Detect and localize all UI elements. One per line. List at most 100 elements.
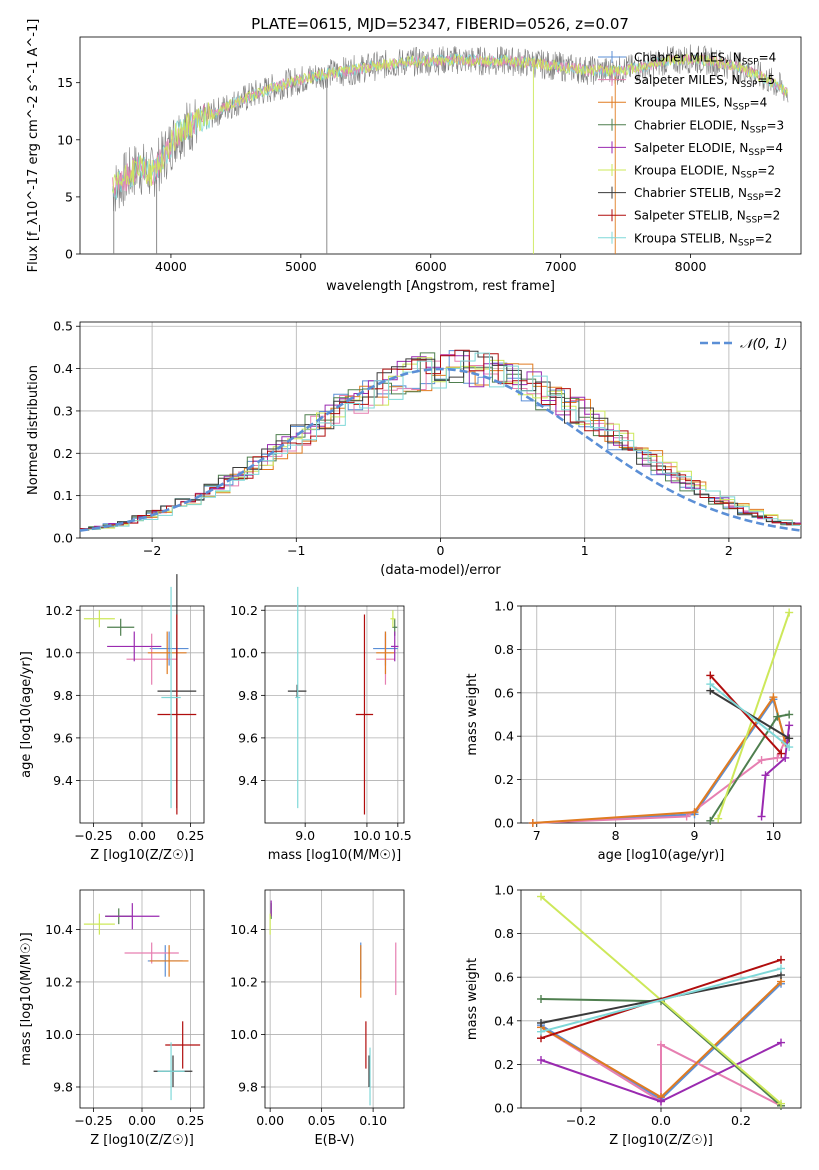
panel-residuals: −2 −1 0 1 2 0.0 0.1 0.2 0.3 0.4 0.5 (data-model)/er…	[26, 319, 802, 578]
weight-line	[532, 696, 787, 824]
legend-count: =2	[755, 231, 773, 245]
y-axis-label: Normed distribution	[26, 365, 41, 495]
y-tick-label: 10.0	[45, 1027, 73, 1042]
y-tick-label: 0.4	[494, 729, 514, 744]
legend-subscript: SSP	[742, 58, 759, 68]
x-tick-label: 7	[533, 828, 541, 843]
y-tick-label: 0.0	[494, 1101, 514, 1116]
legend-label: Kroupa MILES, NSSP=4	[634, 96, 767, 113]
x-tick-label: 0.00	[128, 828, 156, 843]
normal-curve	[79, 367, 802, 532]
y-tick-label: 0.8	[494, 642, 514, 657]
x-tick-label: 7000	[545, 259, 577, 274]
axes-frame	[79, 605, 205, 824]
y-tick-label: 9.8	[53, 688, 73, 703]
data-spectrum-line	[112, 44, 789, 212]
model-spectrum-line	[112, 52, 788, 194]
y-tick-label: 10.2	[230, 603, 258, 618]
x-tick-label: 0.00	[256, 1113, 284, 1128]
axes-frame	[264, 605, 405, 824]
y-tick-label: 9.8	[238, 688, 258, 703]
y-axis-label: mass [log10(M/M☉)]	[19, 932, 34, 1065]
axes-frame	[520, 605, 802, 824]
y-tick-label: 0.6	[494, 970, 514, 985]
x-tick-label: 8	[612, 828, 620, 843]
panel-age-vs-Z: −0.25 0.00 0.25 9.4 9.6 9.8 10.0 10.2 Z [log10(Z…	[19, 574, 205, 863]
x-axis-label: (data-model)/error	[380, 563, 501, 578]
y-tick-label: 10.2	[45, 603, 73, 618]
y-tick-label: 10.0	[45, 645, 73, 660]
legend-subscript: SSP	[741, 80, 758, 90]
axes-frame	[79, 321, 802, 539]
panel-weight-vs-Z: −0.2 0.0 0.2 0.0 0.2 0.4 0.6 0.8 1.0 Z [log10(Z/Z…	[465, 883, 802, 1148]
y-tick-label: 9.6	[238, 730, 258, 745]
y-tick-label: 10.0	[230, 1027, 258, 1042]
weight-line	[540, 1026, 782, 1107]
x-tick-label: 0.25	[177, 1113, 205, 1128]
x-tick-label: 0.05	[308, 1113, 336, 1128]
x-tick-label: 10.5	[384, 828, 412, 843]
weight-line	[717, 612, 791, 820]
y-tick-label: 10.4	[45, 922, 73, 937]
x-tick-label: −0.2	[566, 1113, 596, 1128]
x-tick-label: 0	[437, 543, 445, 558]
x-tick-label: −0.25	[74, 1113, 112, 1128]
legend-subscript: SSP	[733, 103, 750, 113]
x-tick-label: 6000	[415, 259, 447, 274]
legend-count: =2	[763, 209, 781, 223]
x-tick-label: 4000	[155, 259, 187, 274]
legend-count: =4	[750, 96, 768, 110]
legend-count: =3	[766, 118, 784, 132]
x-tick-label: −1	[287, 543, 305, 558]
y-axis-label: Flux [f_λ10^-17 erg cm^-2 s^-1 A^-1]	[26, 19, 41, 273]
x-tick-label: 8000	[675, 259, 707, 274]
panel-weight-vs-age: 7 8 9 10 0.0 0.2 0.4 0.6 0.8 1.0 age [log10(age/yr…	[465, 599, 802, 863]
y-tick-label: 10	[57, 132, 73, 147]
x-tick-label: 1	[581, 543, 589, 558]
axes-frame	[79, 36, 802, 255]
histogram-step	[80, 349, 801, 530]
weight-line	[532, 694, 787, 824]
y-tick-label: 0.4	[494, 1013, 514, 1028]
weight-line	[709, 683, 790, 748]
histogram-step	[80, 350, 796, 531]
weight-line	[760, 725, 791, 817]
y-tick-label: 10.2	[230, 974, 258, 989]
x-axis-label: Z [log10(Z/Z☉)]	[609, 1133, 713, 1148]
x-tick-label: 0.2	[731, 1113, 751, 1128]
legend-count: =4	[765, 141, 783, 155]
panel-mass-vs-ebv: 0.00 0.05 0.10 9.8 10.0 10.2 10.4 E(B-V)	[230, 889, 405, 1148]
y-tick-label: 9.4	[53, 773, 73, 788]
legend-subscript: SSP	[746, 216, 763, 226]
y-tick-label: 0.6	[494, 685, 514, 700]
x-tick-label: 0.0	[651, 1113, 671, 1128]
y-tick-label: 0.8	[494, 926, 514, 941]
histogram-step	[85, 352, 801, 530]
legend-label: Chabrier STELIB, NSSP=2	[634, 186, 782, 203]
legend-subscript: SSP	[750, 125, 767, 135]
x-axis-label: Z [log10(Z/Z☉)]	[90, 1133, 194, 1148]
y-tick-label: 0.0	[53, 531, 73, 546]
y-tick-label: 1.0	[494, 883, 514, 898]
legend-count: =5	[757, 73, 775, 87]
y-tick-label: 0.5	[53, 319, 73, 334]
y-tick-label: 0.2	[494, 772, 514, 787]
x-axis-label: mass [log10(M/M☉)]	[268, 848, 401, 863]
legend-label: Kroupa STELIB, NSSP=2	[634, 231, 772, 248]
weight-line	[709, 674, 783, 755]
x-tick-label: 10.0	[353, 828, 381, 843]
y-axis-label: mass weight	[465, 958, 480, 1040]
axes-frame	[264, 889, 405, 1109]
x-tick-label: 2	[725, 543, 733, 558]
legend-label: Kroupa ELODIE, NSSP=2	[634, 164, 775, 181]
x-tick-label: −0.25	[74, 828, 112, 843]
x-tick-label: 0.00	[128, 1113, 156, 1128]
panel-mass-vs-Z: −0.25 0.00 0.25 9.8 10.0 10.2 10.4 Z [log10(Z/Z…	[19, 889, 205, 1148]
figure-title: PLATE=0615, MJD=52347, FIBERID=0526, z=0…	[251, 15, 629, 33]
legend-subscript: SSP	[741, 171, 758, 181]
legend-label: Chabrier ELODIE, NSSP=3	[634, 118, 784, 135]
y-tick-label: 0.0	[494, 816, 514, 831]
x-tick-label: 9	[691, 828, 699, 843]
